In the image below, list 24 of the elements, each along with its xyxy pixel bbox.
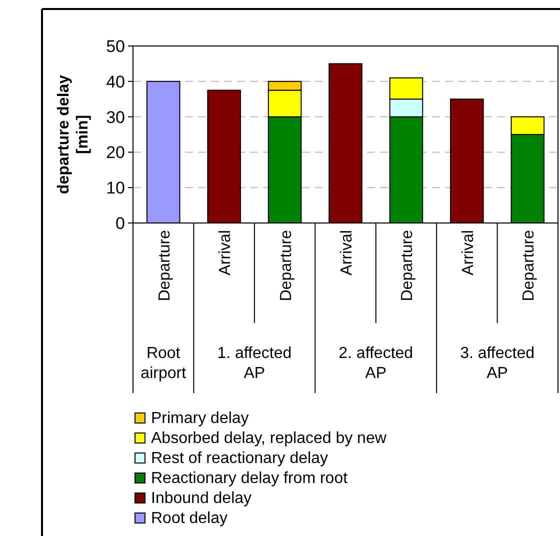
legend-label: Rest of reactionary delay: [151, 450, 328, 467]
legend-label: Primary delay: [151, 410, 249, 427]
y-tick-label: 10: [106, 178, 125, 198]
x-tick-label: Arrival: [217, 230, 234, 276]
x-tick-label: Departure: [520, 230, 538, 302]
x-tick-label: Departure: [399, 230, 416, 302]
text: 1. affected AP: [217, 345, 292, 382]
y-tick-label: 30: [106, 108, 125, 127]
legend-label: Absorbed delay, replaced by new: [151, 430, 387, 447]
y-tick-label: 50: [106, 36, 125, 56]
legend-label: Reactionary delay from root: [151, 470, 348, 487]
y-tick-label: 20: [106, 143, 125, 162]
text: Root airport: [140, 345, 187, 382]
legend-label: Root delay: [151, 510, 228, 527]
x-tick-label: Arrival: [460, 230, 477, 276]
text: 3. affected AP: [460, 345, 535, 382]
x-tick-label: Departure: [156, 230, 174, 302]
y-axis-title: departure delay [min]: [56, 74, 92, 194]
x-tick-label: Departure: [278, 230, 295, 302]
legend-label: Inbound delay: [151, 490, 252, 507]
x-tick-label: Arrival: [338, 230, 356, 276]
text: 2. affected AP: [338, 345, 414, 382]
y-tick-label: 40: [106, 72, 125, 92]
y-tick-label: 0: [116, 214, 125, 233]
